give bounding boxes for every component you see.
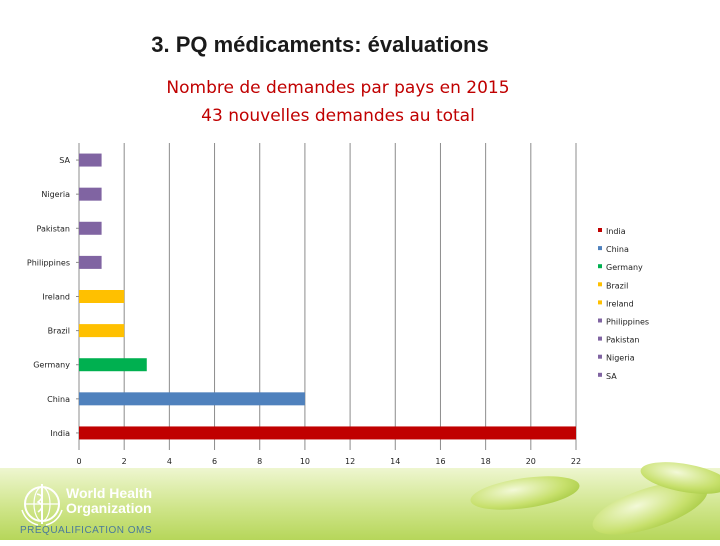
bar-india [79, 426, 576, 440]
category-axis-labels: India China Germany Brazil Ireland Philippine… [27, 156, 71, 438]
category-label: Germany [33, 361, 70, 370]
x-tick-label: 18 [481, 457, 491, 466]
slide-title: 3. PQ médicaments: évaluations [151, 32, 489, 57]
x-tick-label: 2 [122, 457, 127, 466]
category-label: Philippines [27, 258, 70, 267]
legend-swatch [598, 318, 602, 323]
legend-label: Germany [606, 263, 643, 272]
legend-swatch [598, 372, 602, 377]
legend-label: Nigeria [606, 354, 635, 363]
category-label: Pakistan [37, 224, 71, 233]
legend-label: China [606, 245, 629, 254]
x-tick-label: 10 [300, 457, 310, 466]
legend-label: Philippines [606, 318, 649, 327]
legend-swatch [598, 336, 602, 341]
legend-label: SA [606, 372, 617, 381]
x-tick-label: 4 [167, 457, 172, 466]
bar-pakistan [79, 221, 102, 235]
x-tick-label: 16 [435, 457, 445, 466]
footer-decoration [0, 456, 720, 546]
legend-label: Ireland [606, 299, 634, 308]
legend-swatch [598, 354, 602, 359]
x-tick-label: 8 [257, 457, 262, 466]
bar-brazil [79, 324, 125, 338]
bar-china [79, 392, 305, 406]
bar-chart: India China Germany Brazil Ireland Philippine… [27, 143, 649, 466]
category-label: India [50, 429, 70, 438]
x-tick-label: 12 [345, 457, 355, 466]
x-tick-label: 20 [526, 457, 536, 466]
bar-ireland [79, 290, 125, 303]
category-label: Ireland [42, 293, 70, 302]
category-label: Nigeria [41, 190, 70, 199]
category-label: SA [59, 156, 70, 165]
bar-philippines [79, 255, 102, 269]
program-label: PREQUALIFICATION OMS [20, 525, 153, 536]
chart-title-line-1: Nombre de demandes par pays en 2015 [166, 78, 510, 98]
chart-title-line-2: 43 nouvelles demandes au total [201, 106, 475, 126]
bar-germany [79, 358, 147, 372]
value-axis-ticks: 0 2 4 6 8 10 12 14 16 18 20 22 [76, 457, 581, 466]
bar-sa [79, 153, 102, 167]
legend-swatch [598, 246, 602, 251]
who-emblem-icon [21, 484, 63, 526]
pill-decoration [468, 470, 582, 516]
chart-legend: India China Germany Brazil Ireland Philippine… [598, 227, 649, 381]
legend-swatch [598, 300, 602, 305]
category-label: China [47, 395, 70, 404]
legend-swatch [598, 228, 602, 232]
legend-swatch [598, 264, 602, 269]
x-tick-label: 0 [76, 457, 81, 466]
x-tick-label: 14 [390, 457, 400, 466]
bar-nigeria [79, 187, 102, 201]
chart-bars [79, 153, 576, 440]
category-label: Brazil [48, 327, 70, 336]
legend-label: Brazil [606, 281, 628, 290]
x-tick-label: 6 [212, 457, 217, 466]
legend-swatch [598, 282, 602, 287]
x-tick-label: 22 [571, 457, 581, 466]
legend-label: Pakistan [606, 336, 640, 345]
organization-name: World Health Organization [66, 485, 153, 516]
legend-label: India [606, 227, 626, 236]
